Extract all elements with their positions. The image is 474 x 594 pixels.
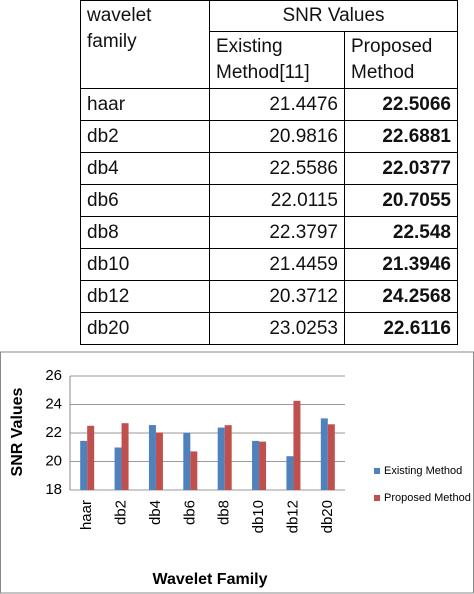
x-tick-label: db12 [284, 500, 301, 533]
table-row: db4 22.5586 22.0377 [80, 152, 458, 185]
table-cell: 24.2568 [344, 280, 458, 313]
x-tick-label: db6 [181, 500, 198, 525]
header-cell: Proposed Method [344, 31, 458, 89]
bar [286, 456, 294, 490]
x-tick-label: db20 [319, 500, 336, 533]
y-tick-label: 26 [45, 367, 62, 384]
bar [87, 425, 95, 490]
bar [224, 425, 232, 490]
x-tick-label: db10 [250, 500, 267, 533]
header-cell: SNR Values [209, 0, 458, 32]
bar [252, 440, 260, 490]
table-row: haar 21.4476 22.5066 [80, 88, 458, 121]
table-cell: 22.5586 [209, 152, 345, 185]
bar [155, 432, 163, 490]
x-tick-label: db2 [113, 500, 130, 525]
bar [190, 451, 198, 490]
y-tick-label: 20 [45, 452, 62, 469]
table-row: db8 22.3797 22.548 [80, 216, 458, 249]
legend-label: Proposed Method [384, 492, 471, 504]
table-cell: db4 [80, 152, 210, 185]
table-row: db2 20.9816 22.6881 [80, 120, 458, 153]
bar [114, 447, 122, 490]
table-cell: 22.6116 [344, 312, 458, 345]
table-row: db10 21.4459 21.3946 [80, 248, 458, 281]
x-tick-label: db4 [147, 500, 164, 525]
table-cell: 22.3797 [209, 216, 345, 249]
legend-swatch [374, 468, 380, 474]
y-axis-label: SNR Values [9, 387, 26, 476]
table-cell: 21.3946 [344, 248, 458, 281]
bar [80, 440, 88, 490]
x-axis-label: Wavelet Family [152, 571, 267, 588]
table-row: db6 22.0115 20.7055 [80, 184, 458, 217]
table-cell: 22.548 [344, 216, 458, 249]
bar [327, 424, 335, 490]
table-cell: 20.9816 [209, 120, 345, 153]
bar [121, 423, 129, 490]
y-tick-label: 18 [45, 481, 62, 498]
table-cell: 21.4459 [209, 248, 345, 281]
table-cell: 20.7055 [344, 184, 458, 217]
snr-table: wavelet family SNR Values Existing Metho… [80, 0, 458, 345]
y-tick-label: 22 [45, 424, 62, 441]
bar [217, 427, 225, 490]
bar [320, 418, 328, 490]
x-tick-label: haar [78, 500, 95, 530]
header-cell: Existing Method[11] [209, 31, 345, 89]
bar [148, 425, 156, 490]
table-cell: db8 [80, 216, 210, 249]
bar [293, 400, 301, 490]
table-row: db20 23.0253 22.6116 [80, 312, 458, 345]
bar [183, 432, 191, 490]
table-cell: haar [80, 88, 210, 121]
table-cell: 22.5066 [344, 88, 458, 121]
bar [259, 441, 267, 490]
table-cell: 22.0115 [209, 184, 345, 217]
header-text: wavelet family [87, 5, 152, 52]
header-text: Existing Method[11] [216, 36, 310, 83]
header-cell: wavelet family [80, 0, 210, 89]
table-cell: 21.4476 [209, 88, 345, 121]
y-tick-label: 24 [45, 395, 62, 412]
table-cell: 22.0377 [344, 152, 458, 185]
table-cell: db20 [80, 312, 210, 345]
legend-swatch [374, 495, 380, 501]
x-tick-label: db8 [216, 500, 233, 525]
legend-label: Existing Method [384, 465, 462, 477]
header-text: Proposed Method [351, 36, 433, 83]
